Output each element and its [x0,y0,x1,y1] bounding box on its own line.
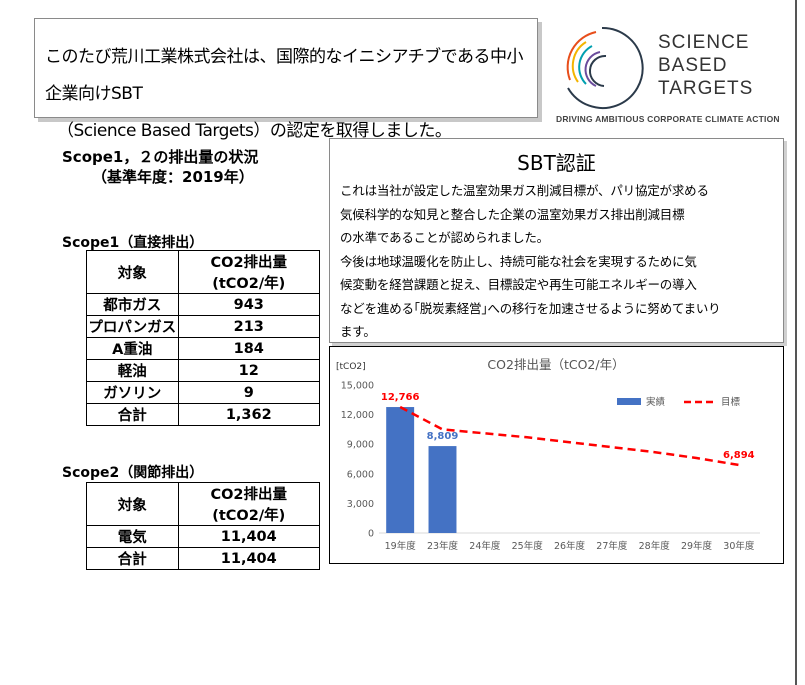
x-tick-label: 29年度 [681,540,713,552]
sbt-logo: SCIENCE BASED TARGETS DRIVING AMBITIOUS … [556,22,780,130]
sbt-line: 気候科学的な知見と整合した企業の温室効果ガス排出削減目標 [340,206,685,222]
table-cell: 943 [177,293,321,316]
header-line: (tCO2/年) [212,508,286,524]
table-cell: 11,404 [177,525,321,548]
legend-label: 目標 [721,396,741,408]
status-title: Scope1，２の排出量の状況 [62,148,259,166]
table-cell: 9 [177,381,321,404]
table-row: 合計 1,362 [86,403,321,426]
table-cell: 11,404 [177,547,321,570]
sbt-line: などを進める｢脱炭素経営｣への移行を加速させるように努めてまいり [340,300,721,316]
x-tick-label: 19年度 [385,540,417,552]
table-header-cell: 対象 [86,250,179,294]
table-cell: 合計 [86,547,179,570]
window-edge [795,0,797,685]
table-cell: 合計 [86,403,179,426]
table-cell: 12 [177,359,321,382]
chart-unit-label: [tCO2] [336,362,366,372]
data-label: 8,809 [427,431,459,442]
sbt-certification-box: SBT認証 これは当社が設定した温室効果ガス削減目標が、パリ協定が求める 気候科… [329,138,784,343]
table-cell: 184 [177,337,321,360]
table-cell: 軽油 [86,359,179,382]
table-cell: ガソリン [86,381,179,404]
table-header-row: 対象 CO2排出量 (tCO2/年) [86,250,321,294]
table-header-cell: 対象 [86,482,179,526]
y-tick-label: 3,000 [347,499,374,510]
legend-swatch-bar [617,398,641,405]
table-header-row: 対象 CO2排出量 (tCO2/年) [86,482,321,526]
table-row: ガソリン 9 [86,381,321,404]
sbt-line: 候変動を経営課題と捉え、目標設定や再生可能エネルギーの導入 [340,277,697,292]
target-line [399,405,740,467]
table-cell: A重油 [86,337,179,360]
legend-label: 実績 [646,396,666,408]
table-row: 軽油 12 [86,359,321,382]
y-tick-label: 6,000 [347,469,374,480]
announcement-line-2: （Science Based Targets）の認定を取得しました。 [57,121,452,141]
table-cell: 電気 [86,525,179,548]
announcement-line-1: このたび荒川工業株式会社は、国際的なイニシアチブである中小企業向けSBT [45,47,524,104]
bar [428,446,457,533]
table-header-cell: CO2排出量 (tCO2/年) [177,482,321,526]
y-tick-label: 9,000 [347,440,374,451]
y-tick-label: 0 [368,529,374,540]
status-subtitle: （基準年度：2019年） [92,168,254,186]
sbt-line: ます。 [340,324,376,339]
y-tick-label: 15,000 [341,381,374,392]
table-cell: 都市ガス [86,293,179,316]
x-tick-label: 28年度 [639,540,671,552]
table-row: 都市ガス 943 [86,293,321,316]
sbt-line: の水準であることが認められました。 [340,230,549,245]
table-row: A重油 184 [86,337,321,360]
table-cell: 1,362 [177,403,321,426]
x-tick-label: 26年度 [554,540,586,552]
data-label: 6,894 [723,450,755,461]
scope1-title: Scope1（直接排出） [62,235,204,251]
scope2-title: Scope2（関節排出） [62,465,204,481]
table-header-cell: CO2排出量 (tCO2/年) [177,250,321,294]
sbt-logo-circle-icon [566,26,644,109]
logo-word-3: TARGETS [658,78,754,99]
header-line: (tCO2/年) [212,276,286,292]
sbt-body: これは当社が設定した温室効果ガス削減目標が、パリ協定が求める 気候科学的な知見と… [340,179,774,344]
scope1-table: 対象 CO2排出量 (tCO2/年) 都市ガス 943 プロパンガス 213 A重油… [86,250,321,426]
logo-tagline: DRIVING AMBITIOUS CORPORATE CLIMATE ACTI… [556,114,780,124]
x-tick-label: 25年度 [512,540,544,552]
sbt-line: 今後は地球温暖化を防止し、持続可能な社会を実現するために気 [340,253,697,269]
x-tick-label: 30年度 [723,540,755,552]
y-tick-label: 12,000 [341,410,374,421]
x-tick-label: 27年度 [596,540,628,552]
table-row: プロパンガス 213 [86,315,321,338]
chart-title: CO2排出量（tCO2/年） [487,357,624,372]
sbt-title: SBT認証 [517,151,596,175]
table-cell: プロパンガス [86,315,179,338]
sbt-line: これは当社が設定した温室効果ガス削減目標が、パリ協定が求める [340,183,709,198]
logo-word-2: BASED [658,55,728,76]
x-tick-label: 24年度 [469,540,501,552]
logo-word-1: SCIENCE [658,32,750,53]
bar [386,407,415,533]
co2-chart: CO2排出量（tCO2/年） [tCO2] 0 3,000 6,000 9,000 12,0… [329,346,784,564]
header-line: CO2排出量 [210,255,288,271]
x-tick-label: 23年度 [427,540,459,552]
table-cell: 213 [177,315,321,338]
header-line: CO2排出量 [210,487,288,503]
announcement-box: このたび荒川工業株式会社は、国際的なイニシアチブである中小企業向けSBT （Sc… [34,18,538,141]
table-row: 合計 11,404 [86,547,321,570]
scope2-table: 対象 CO2排出量 (tCO2/年) 電気 11,404 合計 11,404 [86,482,321,570]
chart-svg: CO2排出量（tCO2/年） [tCO2] 0 3,000 6,000 9,000 12,0… [336,357,760,552]
table-row: 電気 11,404 [86,525,321,548]
data-label: 12,766 [381,392,420,403]
